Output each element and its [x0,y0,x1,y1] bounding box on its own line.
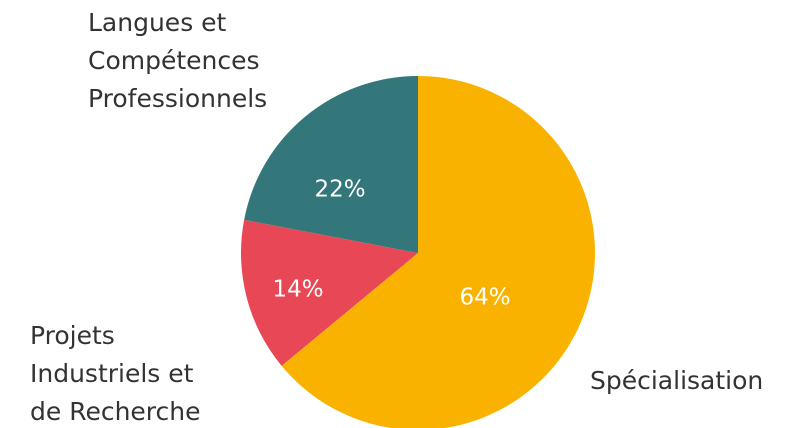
category-label: Spécialisation [590,366,764,395]
pie-slice [244,76,418,253]
category-label: Langues et Compétences Professionnels [88,8,268,113]
pie-slice [281,76,595,428]
value-label: 14% [272,277,323,303]
value-label: 22% [314,177,365,203]
pie-slice [241,219,418,366]
value-label: 64% [459,285,510,311]
category-label: Projets Industriels et de Recherche [30,321,201,426]
